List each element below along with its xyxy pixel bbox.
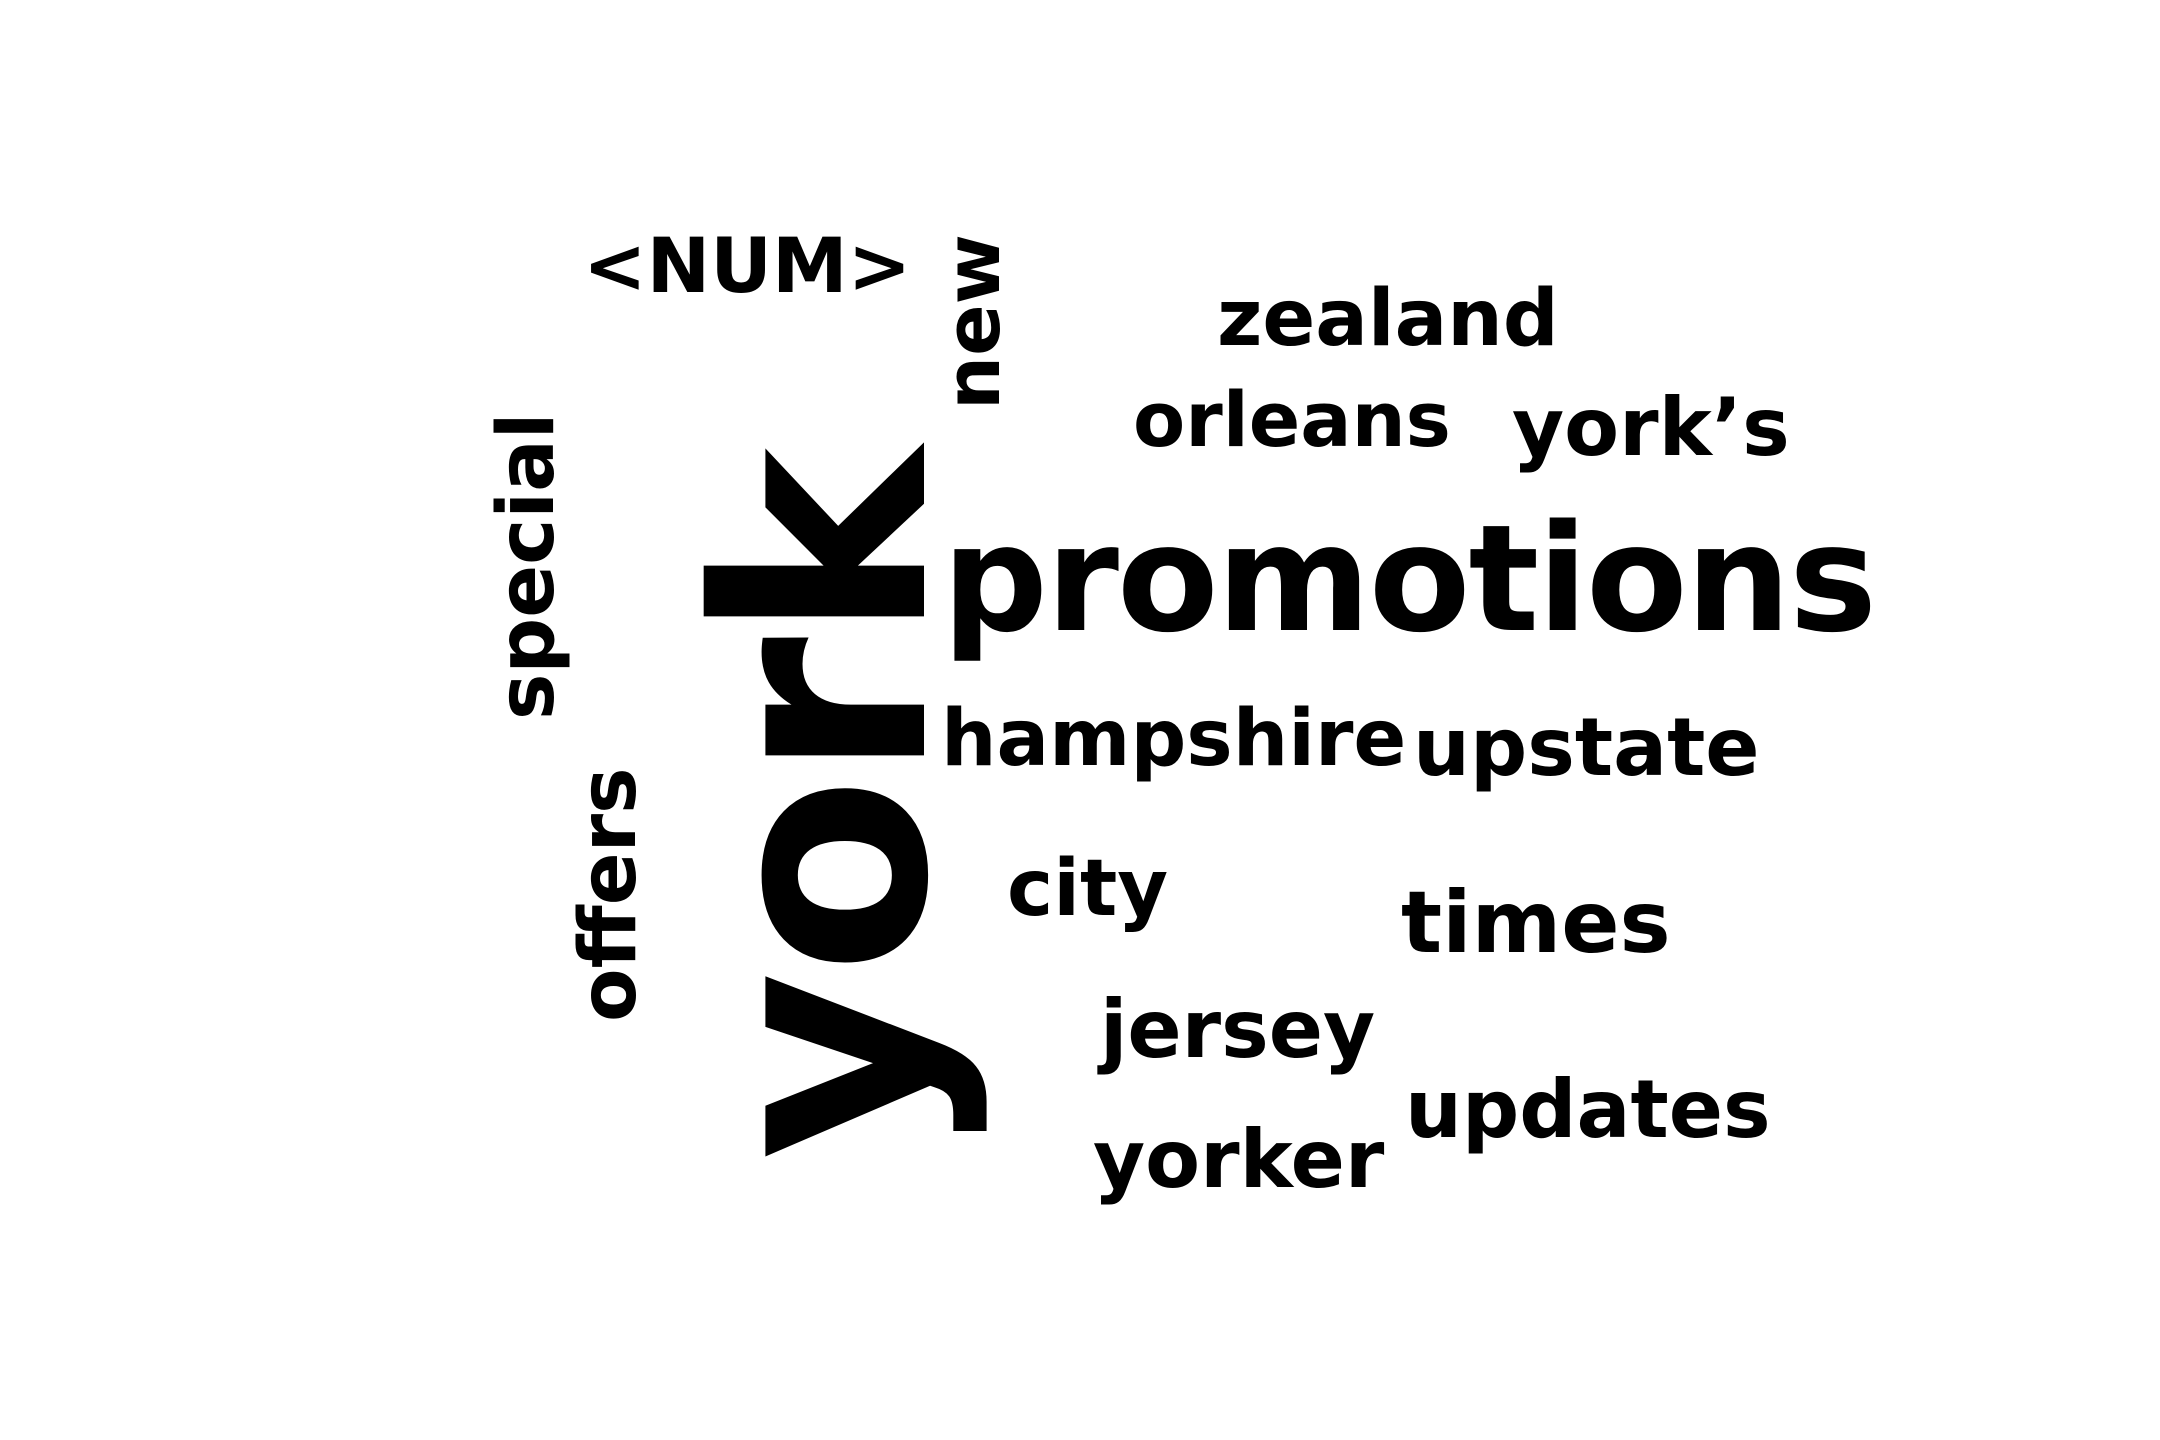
word-updates: updates bbox=[1405, 1063, 1771, 1156]
word-times: times bbox=[1401, 873, 1671, 973]
word-orleans: orleans bbox=[1133, 375, 1451, 464]
word-upstate: upstate bbox=[1413, 701, 1760, 794]
word-special: special bbox=[482, 412, 572, 720]
word-zealand: zealand bbox=[1217, 274, 1559, 364]
word-york: york bbox=[656, 451, 993, 1160]
word-city: city bbox=[1007, 844, 1169, 934]
word-offers: offers bbox=[564, 767, 654, 1022]
word-new: new bbox=[928, 234, 1017, 410]
word-yorks: york’s bbox=[1512, 381, 1790, 474]
word-num-token: <NUM> bbox=[583, 221, 912, 310]
word-promotions: promotions bbox=[942, 493, 1877, 665]
word-hampshire: hampshire bbox=[941, 694, 1407, 784]
word-jersey: jersey bbox=[1100, 983, 1376, 1076]
word-yorker: yorker bbox=[1093, 1113, 1385, 1206]
